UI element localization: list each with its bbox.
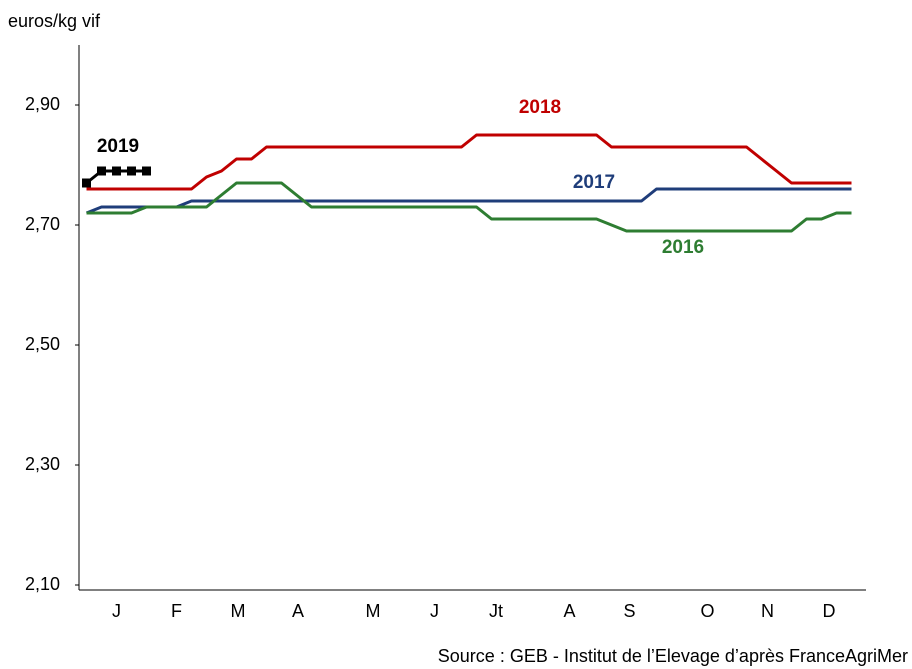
series-label: 2018: [519, 97, 561, 118]
series-marker: [127, 166, 136, 176]
x-tick-label: O: [700, 601, 714, 621]
x-tick-label: N: [761, 601, 774, 621]
source-note: Source : GEB - Institut de l’Elevage d’a…: [438, 646, 908, 666]
x-tick-label: J: [112, 601, 121, 621]
x-tick-label: D: [823, 601, 836, 621]
series-line: [86, 181, 852, 233]
series-label: 2019: [97, 136, 139, 157]
series-line: [86, 133, 852, 191]
y-tick-label: 2,70: [25, 214, 60, 234]
x-tick-label: M: [231, 601, 246, 621]
y-tick-label: 2,10: [25, 574, 60, 594]
series-marker: [82, 178, 91, 188]
series-label: 2016: [662, 237, 704, 258]
x-tick-label: A: [563, 601, 575, 621]
x-tick-label: S: [623, 601, 635, 621]
x-tick-label: M: [366, 601, 381, 621]
x-tick-label: F: [171, 601, 182, 621]
x-tick-label: J: [430, 601, 439, 621]
series-marker: [142, 166, 151, 176]
y-tick-label: 2,50: [25, 334, 60, 354]
series-line: [85, 187, 852, 215]
x-tick-label: A: [292, 601, 304, 621]
y-axis-label: euros/kg vif: [8, 11, 101, 31]
series-label: 2017: [573, 172, 615, 193]
series-marker: [112, 166, 121, 176]
x-tick-label: Jt: [489, 601, 503, 621]
series-marker: [97, 166, 106, 176]
y-tick-label: 2,30: [25, 454, 60, 474]
y-tick-label: 2,90: [25, 94, 60, 114]
